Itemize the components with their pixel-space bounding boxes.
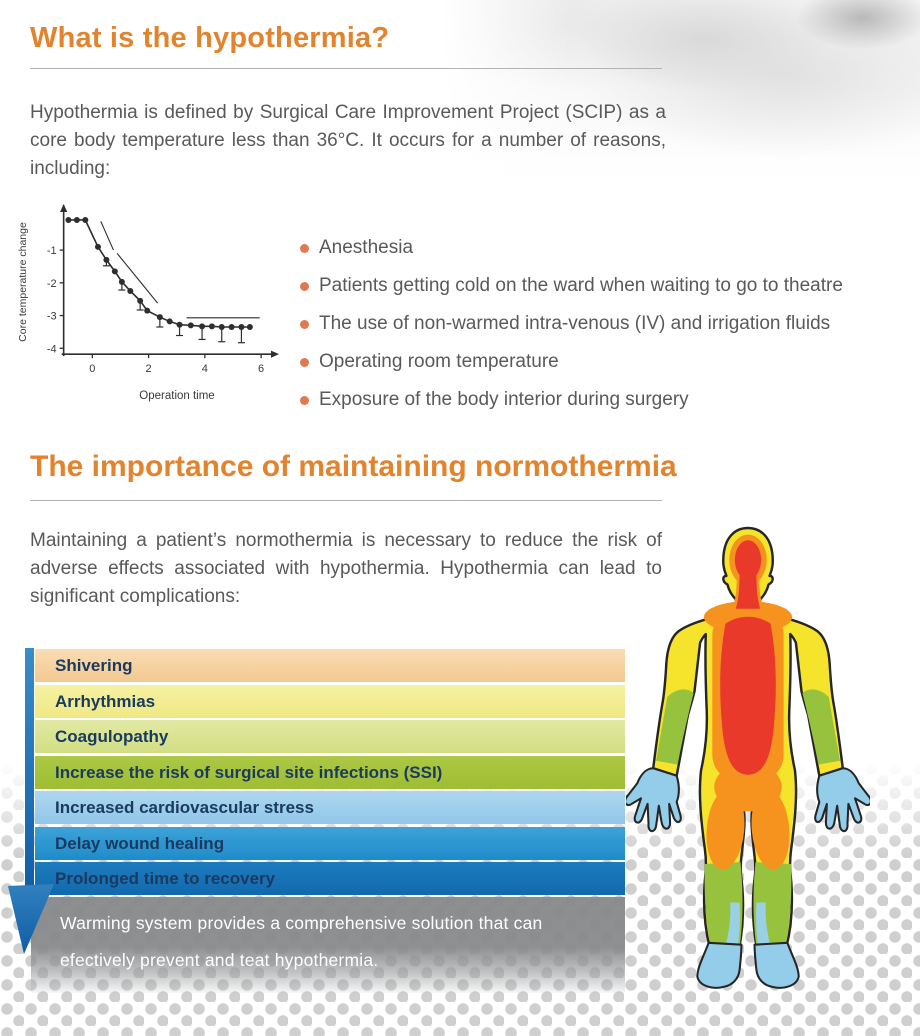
- divider: [30, 500, 662, 501]
- svg-text:-1: -1: [47, 245, 57, 257]
- complication-row: Coagulopathy: [35, 720, 625, 753]
- divider: [30, 68, 662, 69]
- complication-row: Shivering: [35, 649, 625, 682]
- cause-text: Patients getting cold on the ward when w…: [319, 275, 843, 296]
- warming-note: Warming system provides a comprehensive …: [31, 897, 625, 993]
- section2-title: The importance of maintaining normotherm…: [30, 450, 677, 483]
- bullet-icon: [300, 396, 309, 405]
- complications-list: Shivering Arrhythmias Coagulopathy Incre…: [35, 649, 625, 898]
- bullet-icon: [300, 358, 309, 367]
- list-item: Anesthesia: [300, 234, 918, 262]
- svg-text:Operation time: Operation time: [139, 390, 214, 402]
- svg-text:Core temperature change: Core temperature change: [17, 222, 29, 342]
- list-item: The use of non-warmed intra-venous (IV) …: [300, 310, 918, 338]
- svg-text:6: 6: [258, 363, 264, 375]
- complication-row: Increased cardiovascular stress: [35, 791, 625, 824]
- cause-text: The use of non-warmed intra-venous (IV) …: [319, 313, 831, 334]
- line-chart: -1 -2 -3 -4 0 2 4 6 Operation time Core temperatu…: [17, 204, 279, 402]
- complication-row: Arrhythmias: [35, 684, 625, 718]
- causes-list: Anesthesia Patients getting cold on the …: [300, 234, 918, 424]
- svg-text:4: 4: [202, 363, 208, 375]
- svg-text:-3: -3: [47, 311, 57, 323]
- list-item: Patients getting cold on the ward when w…: [300, 272, 918, 300]
- cause-text: Exposure of the body interior during sur…: [319, 389, 689, 410]
- svg-text:0: 0: [89, 363, 95, 375]
- list-item: Operating room temperature: [300, 348, 918, 376]
- section2-intro: Maintaining a patient’s normothermia is …: [30, 530, 662, 607]
- cause-text: Anesthesia: [319, 237, 414, 258]
- svg-text:-2: -2: [47, 278, 57, 290]
- bullet-icon: [300, 320, 309, 329]
- thermal-body-illustration: [626, 526, 870, 989]
- complication-row: Delay wound healing: [35, 826, 625, 860]
- complication-row: Prolonged time to recovery: [35, 862, 625, 895]
- list-item: Exposure of the body interior during sur…: [300, 386, 918, 414]
- bullet-icon: [300, 244, 309, 253]
- svg-text:-4: -4: [47, 343, 57, 355]
- bullet-icon: [300, 282, 309, 291]
- faded-surgery-photo: [440, 0, 920, 180]
- complication-row: Increase the risk of surgical site infec…: [35, 755, 625, 789]
- section1-title: What is the hypothermia?: [30, 22, 390, 54]
- section1-intro: Hypothermia is defined by Surgical Care …: [30, 102, 666, 179]
- down-arrow-icon: [8, 884, 54, 954]
- cause-text: Operating room temperature: [319, 351, 559, 372]
- timeline-bar: [25, 648, 34, 888]
- core-temperature-chart: -1 -2 -3 -4 0 2 4 6 Operation time Core temperatu…: [16, 193, 300, 405]
- svg-text:2: 2: [146, 363, 152, 375]
